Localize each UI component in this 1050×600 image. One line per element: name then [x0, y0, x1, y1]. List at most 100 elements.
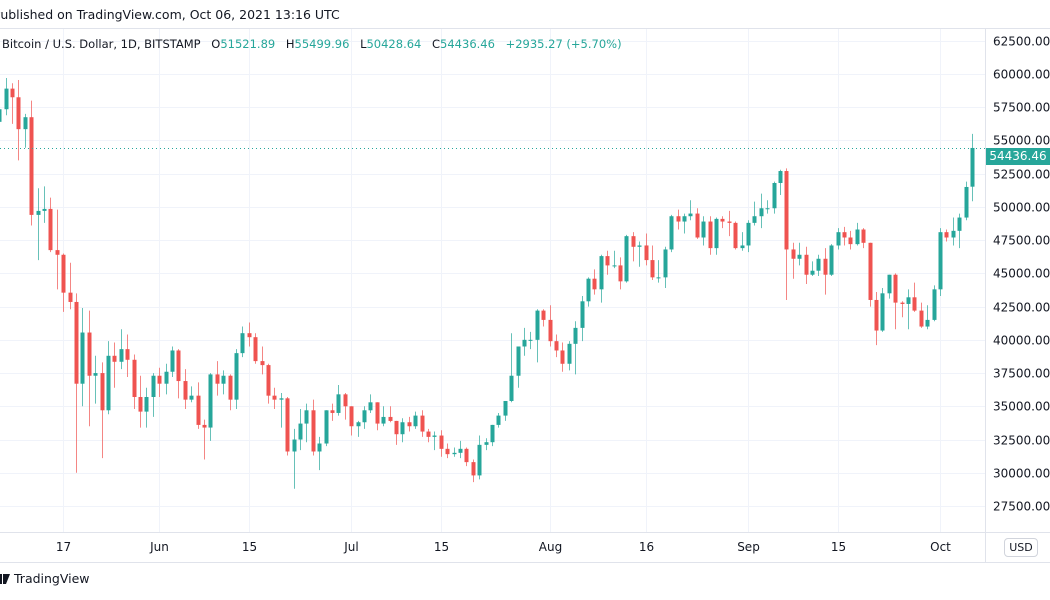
candle-body [580, 301, 585, 328]
candles [0, 77, 975, 489]
candle-body [528, 339, 533, 341]
candle-body [368, 402, 373, 411]
candle-up [336, 385, 341, 416]
candle-down [823, 248, 828, 295]
candle-down [375, 402, 380, 431]
candle-body [752, 216, 757, 223]
candle-body [516, 346, 521, 376]
candle-down [48, 197, 53, 253]
candle-body [87, 332, 92, 376]
candle-up [752, 201, 757, 226]
candle-up [772, 181, 777, 214]
candle-body [490, 424, 495, 443]
candle-body [836, 232, 841, 246]
candle-down [183, 369, 188, 409]
candle-body [119, 349, 124, 362]
candle-up [490, 424, 495, 447]
candle-body [906, 297, 911, 304]
candle-body [484, 442, 489, 445]
candle-body [880, 293, 885, 331]
candle-up [957, 213, 962, 249]
candle-body [138, 396, 143, 412]
candle-body [900, 302, 905, 304]
candle-body [292, 439, 297, 452]
candle-up [4, 77, 9, 116]
candle-down [132, 354, 137, 409]
candle-down [157, 367, 162, 397]
candle-body [592, 278, 597, 290]
published-caption: Published on TradingView.com, Oct 06, 20… [0, 7, 340, 22]
candle-body [759, 208, 764, 217]
candle-body [260, 361, 265, 366]
price-tick-label: 30000.00 [993, 467, 1050, 481]
time-tick-label: Jun [149, 540, 169, 554]
header-divider [0, 28, 1050, 29]
candle-down [394, 420, 399, 445]
candle-up [400, 418, 405, 443]
candle-body [330, 410, 335, 413]
candle-body [48, 208, 53, 251]
candle-up [279, 393, 284, 428]
candle-up [855, 222, 860, 246]
candle-down [861, 228, 866, 249]
candle-up [208, 373, 213, 441]
candle-down [944, 229, 949, 242]
candle-down [215, 361, 220, 396]
candle-up [567, 341, 572, 371]
candle-body [106, 355, 111, 411]
candle-down [100, 362, 105, 459]
candle-body [618, 265, 623, 282]
candle-down [196, 382, 201, 429]
candle-down [285, 396, 290, 456]
candle-down [29, 100, 34, 226]
price-tick-label: 37500.00 [993, 367, 1050, 381]
candle-body [560, 350, 565, 364]
candle-down [343, 393, 348, 420]
candle-down [266, 363, 271, 404]
candle-up [381, 406, 386, 427]
candle-body [503, 400, 508, 416]
candle-body [394, 420, 399, 435]
candle-body [279, 398, 284, 400]
candle-down [464, 447, 469, 467]
candle-up [106, 341, 111, 415]
candle-body [778, 171, 783, 183]
candle-up [970, 133, 975, 202]
candle-body [413, 415, 418, 427]
candle-body [714, 218, 719, 249]
price-axis[interactable]: 27500.00 30000.00 32500.00 35000.00 37500.00… [993, 35, 1050, 514]
candle-body [458, 448, 463, 453]
candle-down [439, 430, 444, 457]
candle-up [458, 440, 463, 459]
candle-down [272, 387, 277, 409]
candle-down [554, 334, 559, 358]
candle-body [874, 299, 879, 331]
candle-up [413, 411, 418, 429]
open-value: 51521.89 [220, 37, 276, 51]
candle-up [765, 200, 770, 214]
candle-body [304, 410, 309, 424]
candle-body [16, 97, 21, 130]
candle-body [4, 88, 9, 110]
candle-up [93, 355, 98, 404]
candle-body [605, 256, 610, 266]
time-axis[interactable]: 17 Jun 15 Jul 15 Aug 16 Sep 15 Oct [56, 540, 951, 554]
candle-up [292, 428, 297, 489]
candle-down [445, 443, 450, 459]
price-tick-label: 52500.00 [993, 168, 1050, 182]
candle-body [221, 375, 226, 384]
candle-down [112, 342, 117, 388]
candle-body [663, 249, 668, 278]
candle-down [842, 226, 847, 246]
candle-body [816, 258, 821, 271]
footer-branding[interactable]: TradingView [0, 571, 90, 586]
candle-up [573, 321, 578, 375]
candle-body [477, 444, 482, 476]
high-value: 55499.96 [294, 37, 350, 51]
time-tick-label: Aug [539, 540, 562, 554]
price-tick-label: 60000.00 [993, 68, 1050, 82]
currency-badge[interactable]: USD [1004, 538, 1038, 557]
candle-body [471, 462, 476, 476]
candle-body [445, 448, 450, 455]
